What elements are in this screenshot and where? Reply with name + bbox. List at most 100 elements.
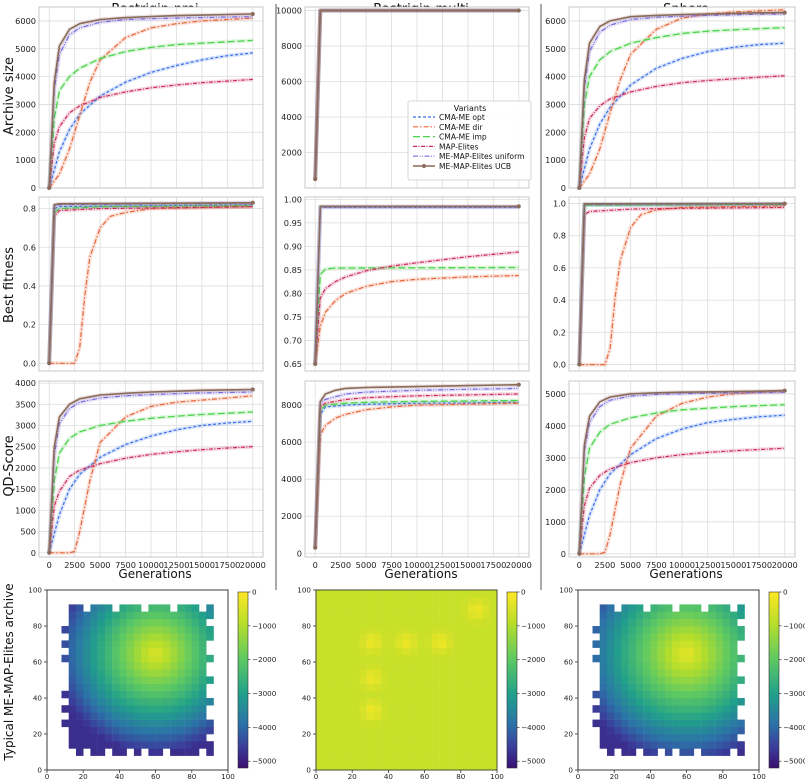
heatmap-cell [141,734,149,742]
heatmap-cell [141,654,149,663]
heatmap-cell [373,726,382,735]
heatmap-cell [359,611,367,620]
heatmap-cell [162,734,171,742]
heatmap-cell [184,640,193,648]
heatmap-cell [679,690,687,699]
heatmap-cell [170,647,178,656]
heatmap-cell [352,762,360,771]
heatmap-cell [468,597,476,605]
series-marker-me-map-elites-ucb [516,8,521,13]
heatmap-cell [730,669,738,677]
heatmap-cell [460,647,469,656]
heatmap-cell [715,690,724,699]
heatmap-cell [592,654,600,663]
heatmap-cell [475,712,483,720]
x-axis-label-col2: Generations [384,567,457,581]
heatmap-cell [489,597,498,605]
series-line-me-map-elites-uniform [48,16,253,189]
heatmap-cell [679,726,687,735]
series-line-cma-me-dir [49,206,253,364]
heatmap-cell [126,654,135,663]
heatmap-cell [722,647,731,656]
heatmap-cell [381,741,389,749]
heatmap-cell [366,654,375,663]
heatmap-cell [184,705,193,713]
heatmap-cell [316,647,324,656]
heatmap-cell [199,698,207,706]
heatmap-cell [323,741,331,749]
heatmap-cell [97,698,106,706]
heatmap-cell [76,748,84,756]
heatmap-cell [424,626,433,634]
heatmap-cell [715,748,724,756]
heatmap-cell [352,633,360,641]
heatmap-cell [468,669,476,677]
heatmap-cell [686,705,695,713]
heatmap-cell [482,719,490,728]
heatmap-cell [359,618,367,627]
heatmap-cell [701,698,709,706]
legend-label-map-elites: MAP-Elites [439,142,479,151]
heatmap-cell [664,647,673,656]
heatmap-cell [83,683,91,692]
heatmap-cell [104,690,113,699]
heatmap-cell [708,698,716,706]
heatmap-cell [97,712,106,720]
heatmap-cell [643,654,651,663]
heatmap-cell [475,676,483,684]
heatmap-cell [330,755,338,764]
heatmap-cell [155,705,164,713]
heatmap-cell [395,597,404,605]
heatmap-cell [607,647,615,656]
heatmap-cell [672,611,680,620]
heatmap-cell [97,626,106,634]
heatmap-cell [104,654,113,663]
heatmap-cell [366,640,375,648]
heatmap-cell [417,755,425,764]
heatmap-cell [722,748,731,756]
heatmap-cell [708,618,716,627]
heatmap-cell [352,590,360,598]
heatmap-cell [316,590,324,598]
heatmap-cell [460,726,469,735]
heatmap-cell [737,633,745,641]
heatmap-cell [431,647,440,656]
heatmap-cell [170,726,178,735]
heatmap-cell [628,698,637,706]
series-line-cma-me-imp [578,26,785,189]
heatmap-cell [373,712,382,720]
heatmap-cell [337,705,346,713]
heatmap-cell [170,618,178,627]
heatmap-cell [97,604,106,612]
y-tick-label: 8000 [281,41,302,51]
heatmap-cell [155,683,164,692]
heatmap-cell [628,705,637,713]
heatmap-cell [424,676,433,684]
y-tick-label: 80 [302,622,312,631]
heatmap-cell [83,690,91,699]
heatmap-cell [177,618,185,627]
heatmap-cell [330,748,338,756]
heatmap-cell [373,618,382,627]
heatmap-cell [323,712,331,720]
heatmap-cell [191,734,200,742]
heatmap-cell [359,755,367,764]
heatmap-cell [453,726,462,735]
heatmap-cell [439,647,447,656]
heatmap-cell [206,626,214,634]
heatmap-cell [83,712,91,720]
y-tick-label: 40 [33,694,43,703]
y-tick-label: 0 [31,548,36,558]
heatmap-cell [316,762,324,771]
heatmap-cell [206,698,214,706]
x-tick-label: 100 [490,772,504,779]
heatmap-cell [402,741,411,749]
heatmap-cell [693,698,702,706]
heatmap-cell [191,611,200,620]
heatmap-cell [482,762,490,771]
heatmap-cell [177,611,185,620]
heatmap-cell [460,590,469,598]
heatmap-cell [621,662,629,670]
heatmap-cell [679,748,687,756]
heatmap-cell [148,734,156,742]
